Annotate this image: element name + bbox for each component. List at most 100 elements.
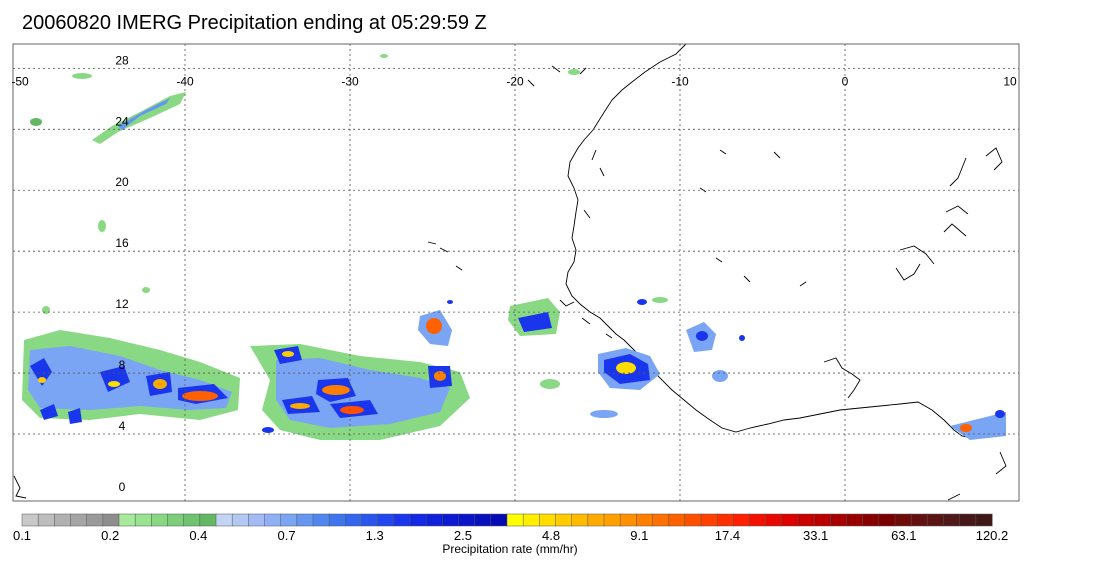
lon-tick-label: -20 — [506, 74, 524, 88]
colorbar-swatch — [846, 513, 864, 527]
precip-cell — [182, 391, 218, 401]
precip-cell — [696, 331, 708, 341]
precip-cell — [276, 358, 450, 428]
colorbar-swatch — [458, 513, 476, 527]
colorbar-swatch — [765, 513, 783, 527]
colorbar-swatch — [959, 513, 977, 527]
precip-cell — [108, 381, 120, 387]
colorbar-swatch — [102, 513, 120, 527]
colorbar-swatch — [328, 513, 346, 527]
colorbar-swatch — [183, 513, 201, 527]
colorbar-swatch — [377, 513, 395, 527]
precip-cell — [447, 300, 453, 304]
colorbar-swatch — [539, 513, 557, 527]
colorbar-swatch — [668, 513, 686, 527]
colorbar-tick: 0.2 — [101, 528, 120, 543]
colorbar-swatch — [894, 513, 912, 527]
lon-tick-label: -10 — [671, 74, 689, 88]
precip-cell — [652, 297, 668, 303]
colorbar-tick: 0.7 — [277, 528, 296, 543]
colorbar-swatch — [490, 513, 508, 527]
colorbar-swatch — [684, 513, 702, 527]
lat-tick-label: 24 — [115, 114, 129, 128]
lon-tick-label: 0 — [842, 74, 849, 88]
colorbar-swatch — [474, 513, 492, 527]
colorbar-swatch — [361, 513, 379, 527]
colorbar-tick: 17.4 — [714, 528, 741, 543]
precip-cell — [380, 54, 388, 58]
lon-tick-label: 10 — [1003, 74, 1017, 88]
colorbar-swatch — [70, 513, 88, 527]
colorbar-tick: 1.3 — [365, 528, 384, 543]
precip-cell — [42, 306, 50, 314]
lon-tick-label: -40 — [176, 74, 194, 88]
colorbar-swatch — [280, 513, 298, 527]
precip-cell — [142, 287, 150, 293]
precip-cell — [426, 318, 442, 334]
colorbar-swatch — [167, 513, 185, 527]
precip-cell — [282, 351, 294, 357]
precip-cell — [712, 370, 728, 382]
precip-cell — [262, 427, 274, 433]
graticule — [13, 44, 1019, 501]
colorbar-swatch — [425, 513, 443, 527]
plot-title: 20060820 IMERG Precipitation ending at 0… — [22, 12, 487, 34]
latitude-labels: 28 24 20 16 12 8 4 0 — [115, 53, 129, 494]
precip-cell — [540, 379, 560, 389]
longitude-labels: -50 -40 -30 -20 -10 0 10 — [11, 74, 1017, 88]
colorbar-swatch — [797, 513, 815, 527]
colorbar-swatch — [264, 513, 282, 527]
colorbar-swatch — [781, 513, 799, 527]
precip-cell — [739, 335, 745, 341]
colorbar-swatch — [86, 513, 104, 527]
colorbar-swatch — [409, 513, 427, 527]
precip-cell — [153, 379, 167, 389]
lon-tick-label: -30 — [341, 74, 359, 88]
colorbar-tick: 0.1 — [12, 528, 32, 543]
colorbar-swatch — [248, 513, 266, 527]
precipitation-field — [22, 54, 1006, 440]
colorbar-swatch — [910, 513, 928, 527]
precip-cell — [340, 406, 364, 414]
precip-cell — [637, 299, 647, 305]
lon-tick-label: -50 — [11, 74, 29, 88]
precip-cell — [72, 73, 92, 79]
colorbar-swatch — [571, 513, 589, 527]
precip-cell — [322, 385, 350, 395]
precip-cell — [290, 403, 310, 409]
coastline — [13, 43, 1007, 501]
colorbar-swatch — [619, 513, 637, 527]
colorbar-swatch — [700, 513, 718, 527]
colorbar-swatch — [522, 513, 540, 527]
colorbar-tick: 120.2 — [975, 528, 1009, 543]
colorbar-swatch — [231, 513, 249, 527]
colorbar-swatch — [927, 513, 945, 527]
precip-cell — [98, 220, 106, 232]
precip-cell — [38, 377, 46, 383]
colorbar-label: Precipitation rate (mm/hr) — [442, 542, 578, 556]
colorbar-swatch — [975, 513, 993, 527]
lat-tick-label: 16 — [115, 236, 129, 250]
colorbar-swatch — [296, 513, 314, 527]
precip-cell — [30, 118, 42, 126]
map-frame — [12, 43, 1020, 502]
colorbar-swatch — [652, 513, 670, 527]
colorbar-tick: 2.5 — [453, 528, 472, 543]
colorbar-swatch — [813, 513, 831, 527]
colorbar-swatch — [54, 513, 72, 527]
colorbar-swatch — [215, 513, 233, 527]
colorbar-swatch — [830, 513, 848, 527]
colorbar-tick: 9.1 — [630, 528, 649, 543]
precip-cell — [434, 371, 446, 381]
colorbar-swatch — [749, 513, 767, 527]
colorbar-swatch — [151, 513, 169, 527]
precip-cell — [960, 424, 972, 432]
colorbar-swatch — [134, 513, 152, 527]
colorbar-swatch — [37, 513, 55, 527]
lat-tick-label: 20 — [115, 175, 129, 189]
lat-tick-label: 8 — [119, 358, 126, 372]
colorbar-swatch — [442, 513, 460, 527]
colorbar-swatch — [199, 513, 217, 527]
precip-cell — [616, 362, 636, 374]
